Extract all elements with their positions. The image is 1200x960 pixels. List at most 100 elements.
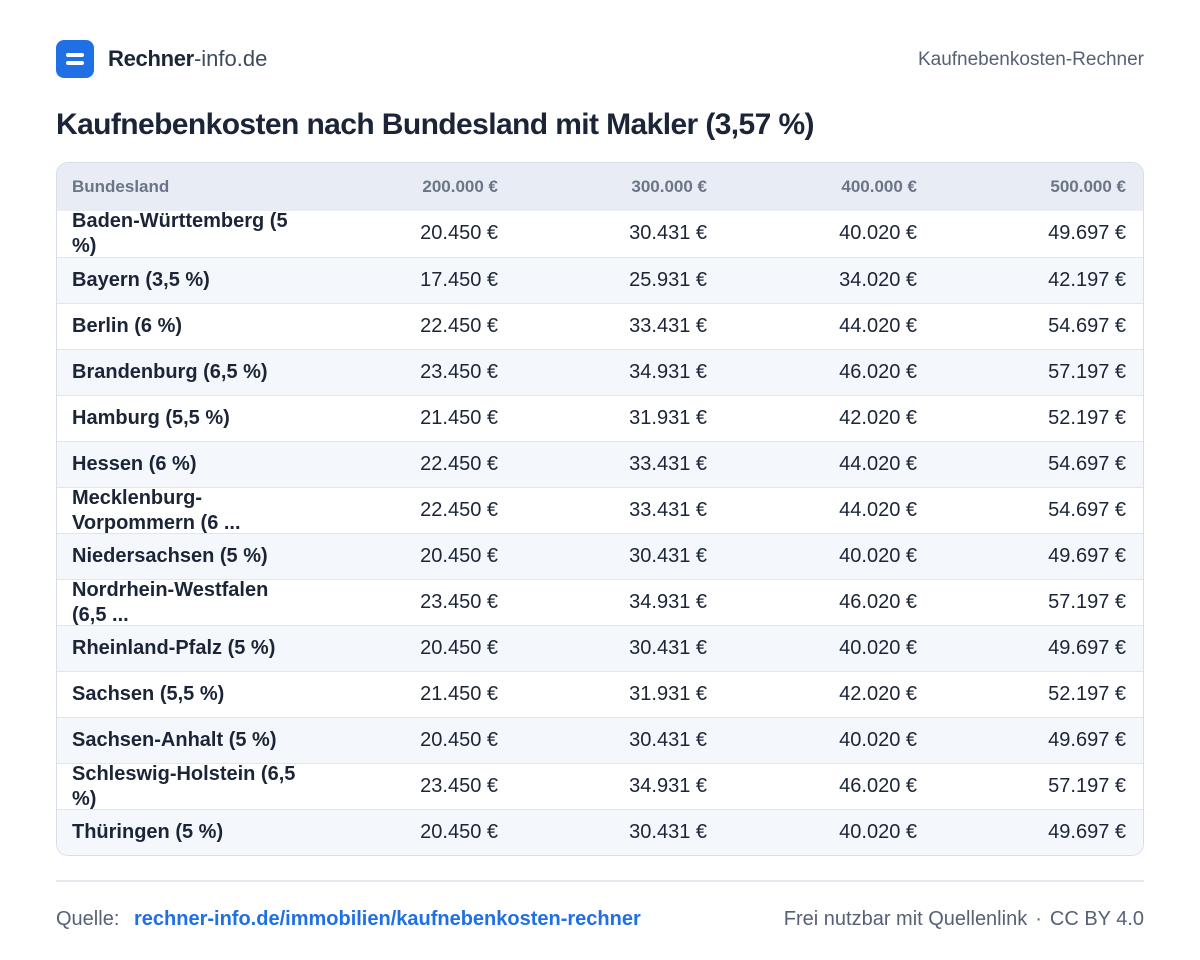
cost-value-cell: 33.431 € bbox=[629, 499, 707, 521]
source-label: Quelle: bbox=[56, 908, 120, 930]
state-name-cell: Schleswig-Holstein (6,5 %) bbox=[72, 764, 302, 809]
cost-value-cell: 46.020 € bbox=[839, 591, 917, 613]
cost-value-cell: 20.450 € bbox=[420, 637, 498, 659]
cost-value-cell: 22.450 € bbox=[420, 499, 498, 521]
cost-value-cell: 42.020 € bbox=[839, 407, 917, 429]
cost-value-cell: 33.431 € bbox=[629, 315, 707, 337]
cost-value-cell: 33.431 € bbox=[629, 453, 707, 475]
footer-divider bbox=[56, 880, 1144, 882]
cost-value-cell: 30.431 € bbox=[629, 222, 707, 244]
table-row: Niedersachsen (5 %) 20.450 € 30.431 € 40.02… bbox=[57, 533, 1143, 579]
cost-value-cell: 22.450 € bbox=[420, 453, 498, 475]
state-name-cell: Sachsen (5,5 %) bbox=[72, 672, 302, 717]
state-name: Schleswig-Holstein (6,5 %) bbox=[72, 764, 296, 809]
state-name-cell: Mecklenburg-Vorpommern (6 ... bbox=[72, 488, 302, 533]
logo-bar bbox=[66, 61, 84, 65]
table-row: Hessen (6 %) 22.450 € 33.431 € 44.020 € 54.6… bbox=[57, 441, 1143, 487]
cost-value-cell: 52.197 € bbox=[1048, 683, 1126, 705]
state-name: Nordrhein-Westfalen (6,5 ... bbox=[72, 580, 269, 625]
source-link[interactable]: rechner-info.de/immobilien/kaufnebenkost… bbox=[134, 908, 641, 930]
column-header-bundesland: Bundesland bbox=[72, 177, 170, 196]
cost-value-cell: 57.197 € bbox=[1048, 775, 1126, 797]
table-row: Baden-Württemberg (5 %) 20.450 € 30.431 € 4… bbox=[57, 211, 1143, 257]
state-name-cell: Niedersachsen (5 %) bbox=[72, 534, 302, 579]
cost-value-cell: 34.931 € bbox=[629, 591, 707, 613]
table-row: Mecklenburg-Vorpommern (6 ... 22.450 € 33.… bbox=[57, 487, 1143, 533]
brand-name[interactable]: Rechner-info.de bbox=[108, 47, 267, 71]
state-name: Brandenburg (6,5 %) bbox=[72, 361, 268, 383]
cost-value-cell: 30.431 € bbox=[629, 821, 707, 843]
cost-value-cell: 40.020 € bbox=[839, 729, 917, 751]
cost-value-cell: 54.697 € bbox=[1048, 453, 1126, 475]
site-header: Rechner-info.de Kaufnebenkosten-Rechner bbox=[56, 40, 1144, 78]
state-name-cell: Berlin (6 %) bbox=[72, 304, 302, 349]
cost-value-cell: 44.020 € bbox=[839, 499, 917, 521]
state-name: Thüringen (5 %) bbox=[72, 821, 224, 843]
cost-value-cell: 57.197 € bbox=[1048, 361, 1126, 383]
state-name-cell: Hamburg (5,5 %) bbox=[72, 396, 302, 441]
state-name-cell: Brandenburg (6,5 %) bbox=[72, 350, 302, 395]
license-separator: · bbox=[1035, 908, 1042, 930]
state-name: Hamburg (5,5 %) bbox=[72, 407, 230, 429]
cost-value-cell: 21.450 € bbox=[420, 683, 498, 705]
cost-value-cell: 49.697 € bbox=[1048, 222, 1126, 244]
column-header-200k: 200.000 € bbox=[422, 177, 498, 196]
cost-value-cell: 54.697 € bbox=[1048, 499, 1126, 521]
rechner-logo-icon[interactable] bbox=[56, 40, 94, 78]
license-info: Frei nutzbar mit Quellenlink · CC BY 4.0 bbox=[784, 905, 1144, 933]
cost-value-cell: 46.020 € bbox=[839, 361, 917, 383]
cost-value-cell: 44.020 € bbox=[839, 315, 917, 337]
state-name: Baden-Württemberg (5 %) bbox=[72, 211, 288, 256]
state-name-cell: Hessen (6 %) bbox=[72, 442, 302, 487]
cost-value-cell: 30.431 € bbox=[629, 637, 707, 659]
state-name: Bayern (3,5 %) bbox=[72, 269, 210, 291]
cost-value-cell: 46.020 € bbox=[839, 775, 917, 797]
license-text: Frei nutzbar mit Quellenlink bbox=[783, 908, 1028, 930]
cost-table: Bundesland 200.000 € 300.000 € 400.000 €… bbox=[56, 162, 1144, 856]
cost-value-cell: 21.450 € bbox=[420, 407, 498, 429]
column-header-500k: 500.000 € bbox=[1050, 177, 1126, 196]
table-row: Sachsen (5,5 %) 21.450 € 31.931 € 42.020 € 5… bbox=[57, 671, 1143, 717]
cost-value-cell: 54.697 € bbox=[1048, 315, 1126, 337]
cost-value-cell: 49.697 € bbox=[1048, 729, 1126, 751]
cost-value-cell: 30.431 € bbox=[629, 545, 707, 567]
table-body: Baden-Württemberg (5 %) 20.450 € 30.431 € 4… bbox=[57, 211, 1143, 855]
logo-bar bbox=[66, 53, 84, 57]
brand-light: -info.de bbox=[193, 46, 268, 71]
footer: Quelle: rechner-info.de/immobilien/kaufn… bbox=[56, 905, 1144, 933]
cost-value-cell: 22.450 € bbox=[420, 315, 498, 337]
table-row: Schleswig-Holstein (6,5 %) 23.450 € 34.931… bbox=[57, 763, 1143, 809]
state-name-cell: Nordrhein-Westfalen (6,5 ... bbox=[72, 580, 302, 625]
cost-value-cell: 31.931 € bbox=[629, 407, 707, 429]
state-name: Mecklenburg-Vorpommern (6 ... bbox=[72, 488, 241, 533]
cost-value-cell: 52.197 € bbox=[1048, 407, 1126, 429]
cost-value-cell: 57.197 € bbox=[1048, 591, 1126, 613]
cost-value-cell: 20.450 € bbox=[420, 222, 498, 244]
state-name: Hessen (6 %) bbox=[72, 453, 197, 475]
cost-value-cell: 49.697 € bbox=[1048, 821, 1126, 843]
state-name: Berlin (6 %) bbox=[72, 315, 183, 337]
state-name-cell: Rheinland-Pfalz (5 %) bbox=[72, 626, 302, 671]
cost-value-cell: 25.931 € bbox=[629, 269, 707, 291]
table-row: Bayern (3,5 %) 17.450 € 25.931 € 34.020 € 42… bbox=[57, 257, 1143, 303]
page-title: Kaufnebenkosten nach Bundesland mit Makl… bbox=[56, 108, 815, 141]
state-name-cell: Sachsen-Anhalt (5 %) bbox=[72, 718, 302, 763]
table-row: Thüringen (5 %) 20.450 € 30.431 € 40.020 € 4… bbox=[57, 809, 1143, 855]
cost-value-cell: 40.020 € bbox=[839, 821, 917, 843]
cost-value-cell: 23.450 € bbox=[420, 591, 498, 613]
state-name-cell: Bayern (3,5 %) bbox=[72, 258, 302, 303]
table-row: Sachsen-Anhalt (5 %) 20.450 € 30.431 € 40.0… bbox=[57, 717, 1143, 763]
cost-value-cell: 23.450 € bbox=[420, 775, 498, 797]
state-name: Sachsen-Anhalt (5 %) bbox=[72, 729, 277, 751]
table-header: Bundesland 200.000 € 300.000 € 400.000 €… bbox=[57, 163, 1143, 211]
state-name: Sachsen (5,5 %) bbox=[72, 683, 225, 705]
license-name: CC BY 4.0 bbox=[1049, 908, 1144, 930]
table-row: Berlin (6 %) 22.450 € 33.431 € 44.020 € 54.6… bbox=[57, 303, 1143, 349]
state-name-cell: Baden-Württemberg (5 %) bbox=[72, 211, 302, 256]
cost-value-cell: 20.450 € bbox=[420, 729, 498, 751]
cost-value-cell: 42.197 € bbox=[1048, 269, 1126, 291]
cost-value-cell: 42.020 € bbox=[839, 683, 917, 705]
cost-value-cell: 31.931 € bbox=[629, 683, 707, 705]
column-header-400k: 400.000 € bbox=[841, 177, 917, 196]
table-row: Nordrhein-Westfalen (6,5 ... 23.450 € 34.9… bbox=[57, 579, 1143, 625]
